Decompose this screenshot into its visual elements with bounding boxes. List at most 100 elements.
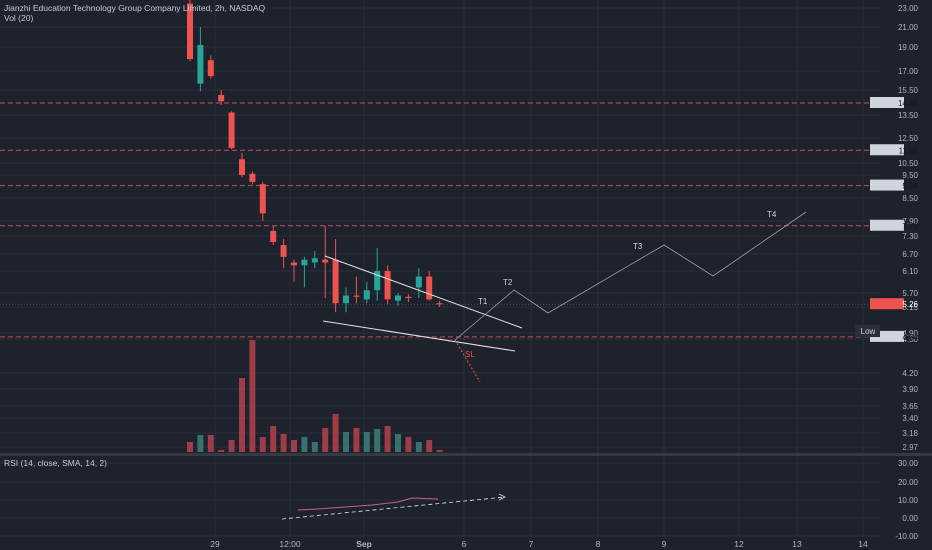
pattern-label: T1 bbox=[478, 297, 488, 306]
price-axis-tick: 5.70 bbox=[902, 289, 918, 298]
candle-body bbox=[218, 95, 225, 102]
candle-body bbox=[384, 271, 391, 300]
volume-bar bbox=[405, 437, 412, 452]
candle-body bbox=[228, 112, 235, 148]
volume-bar bbox=[228, 440, 235, 452]
rsi-line bbox=[297, 497, 439, 511]
volume-bar bbox=[426, 440, 433, 452]
volume-indicator-label: Vol (20) bbox=[4, 13, 34, 23]
pattern-label: T3 bbox=[633, 242, 643, 251]
projection-path bbox=[454, 211, 807, 341]
candle-body bbox=[415, 276, 422, 288]
volume-bar bbox=[343, 432, 349, 452]
candle-body bbox=[332, 259, 339, 304]
candle-body bbox=[343, 295, 349, 304]
candle-body bbox=[395, 295, 401, 301]
volume-bar bbox=[363, 432, 370, 452]
price-axis-tick: 21.00 bbox=[898, 23, 919, 32]
rsi-axis-tick: -10.00 bbox=[895, 532, 918, 541]
wedge-upper-line bbox=[324, 255, 523, 329]
time-axis-tick: 12 bbox=[734, 539, 744, 549]
rsi-trendline bbox=[281, 496, 506, 520]
price-axis-tick: 4.20 bbox=[902, 369, 918, 378]
volume-bar bbox=[374, 429, 381, 452]
last-price-tag bbox=[870, 298, 904, 310]
price-axis-tick: 4.50 bbox=[902, 335, 918, 344]
time-axis-tick: 7 bbox=[529, 539, 534, 549]
candle-body bbox=[301, 259, 308, 266]
price-axis-tick: 3.18 bbox=[902, 429, 918, 438]
rsi-axis-tick: 30.00 bbox=[898, 459, 919, 468]
volume-bar bbox=[207, 435, 214, 452]
pattern-label: SL bbox=[465, 350, 475, 359]
pane-separator bbox=[0, 453, 932, 456]
level-price-tag bbox=[870, 144, 904, 156]
volume-bar bbox=[311, 442, 318, 452]
last-price-label: 5.26 bbox=[902, 300, 918, 309]
volume-bar bbox=[322, 428, 329, 452]
volume-bar bbox=[436, 450, 443, 452]
price-axis-tick: 6.70 bbox=[902, 250, 918, 259]
time-axis-tick: 13 bbox=[792, 539, 802, 549]
volume-bar bbox=[239, 378, 245, 452]
price-axis-tick: 2.97 bbox=[902, 443, 918, 452]
time-axis-tick: 8 bbox=[596, 539, 601, 549]
volume-bar bbox=[249, 340, 256, 452]
level-price-label: 9.04 bbox=[902, 182, 918, 191]
volume-bar bbox=[259, 437, 266, 452]
price-axis-tick: 10.50 bbox=[898, 159, 919, 168]
candle-body bbox=[363, 290, 370, 300]
time-axis-tick: 29 bbox=[210, 539, 220, 549]
price-axis-tick: 6.10 bbox=[902, 267, 918, 276]
price-axis-tick: 15.50 bbox=[898, 86, 919, 95]
time-axis-tick: Sep bbox=[356, 539, 372, 549]
low-label: Low bbox=[861, 327, 876, 336]
level-price-tag bbox=[870, 97, 904, 108]
price-axis-tick: 19.00 bbox=[898, 43, 919, 52]
price-axis-tick: 3.65 bbox=[902, 402, 918, 411]
time-axis-tick: 9 bbox=[662, 539, 667, 549]
volume-bar bbox=[218, 450, 225, 452]
pattern-label: T2 bbox=[503, 278, 513, 287]
candle-body bbox=[259, 184, 266, 214]
price-axis-tick: 12.50 bbox=[898, 134, 919, 143]
price-axis-tick: 9.50 bbox=[902, 171, 918, 180]
volume-bar bbox=[384, 426, 391, 452]
volume-bar bbox=[301, 437, 308, 452]
price-axis-tick: 13.50 bbox=[898, 111, 919, 120]
candle-body bbox=[187, 3, 193, 59]
rsi-axis-tick: 20.00 bbox=[898, 478, 919, 487]
time-axis-tick: 6 bbox=[462, 539, 467, 549]
level-price-label: 7.71 bbox=[902, 222, 918, 231]
volume-bar bbox=[197, 435, 204, 452]
candle-body bbox=[405, 296, 412, 299]
chart-title: Jianzhi Education Technology Group Compa… bbox=[4, 3, 266, 13]
price-axis-tick: 7.30 bbox=[902, 232, 918, 241]
pattern-label: T4 bbox=[767, 210, 777, 219]
rsi-axis-tick: 0.00 bbox=[902, 514, 918, 523]
candle-body bbox=[249, 173, 256, 182]
level-price-label: 11.52 bbox=[899, 146, 919, 155]
time-axis-tick: 14 bbox=[858, 539, 868, 549]
low-badge bbox=[855, 325, 880, 337]
volume-bar bbox=[280, 434, 287, 452]
volume-bar bbox=[353, 428, 360, 452]
level-price-tag bbox=[870, 219, 904, 231]
candle-body bbox=[353, 295, 360, 297]
stop-loss-line bbox=[454, 339, 481, 383]
rsi-trendline-arrow bbox=[498, 493, 506, 501]
level-price-tag bbox=[870, 179, 904, 191]
candle-body bbox=[239, 159, 245, 175]
candle-body bbox=[291, 262, 297, 266]
volume-bar bbox=[415, 442, 422, 452]
volume-bar bbox=[395, 434, 401, 452]
candle-body bbox=[436, 303, 443, 305]
price-axis-tick: 5.15 bbox=[902, 303, 918, 312]
candle-body bbox=[197, 45, 204, 84]
candle-body bbox=[374, 271, 381, 291]
volume-bar bbox=[332, 414, 339, 452]
volume-bar bbox=[270, 426, 277, 452]
candle-body bbox=[311, 258, 318, 263]
price-axis-tick: 3.40 bbox=[902, 414, 918, 423]
